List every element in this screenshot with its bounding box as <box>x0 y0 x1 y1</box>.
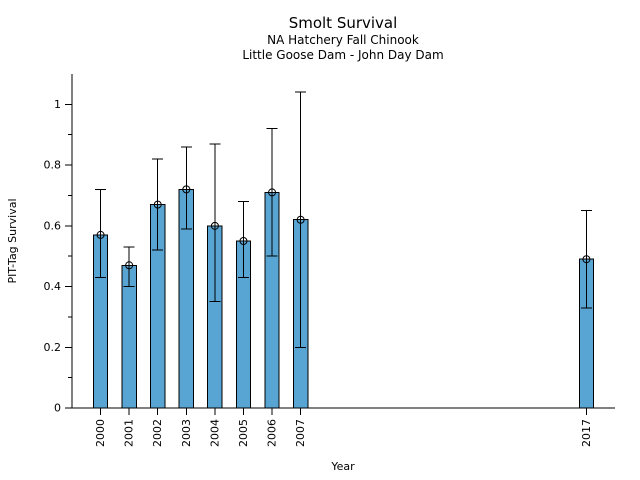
x-tick-label: 2006 <box>266 419 279 447</box>
bar-marker <box>125 261 134 270</box>
x-tick-label: 2003 <box>180 419 193 447</box>
x-tick-label: 2005 <box>237 419 250 447</box>
x-tick-label: 2007 <box>294 419 307 447</box>
y-tick-label: 0.8 <box>44 159 62 172</box>
bar-marker <box>268 188 277 197</box>
x-axis-label: Year <box>330 460 355 473</box>
bar-marker <box>239 237 248 245</box>
y-tick-label: 1 <box>54 98 61 111</box>
chart-subtitle-stock: NA Hatchery Fall Chinook <box>267 33 419 47</box>
x-tick-label: 2002 <box>151 419 164 447</box>
bar-marker <box>210 221 219 230</box>
y-tick-label: 0.6 <box>44 219 62 232</box>
chart-subtitle-reach: Little Goose Dam - John Day Dam <box>242 48 443 62</box>
y-tick-label: 0.4 <box>44 280 62 293</box>
bar-marker <box>153 200 162 209</box>
chart-title: Smolt Survival <box>289 14 398 32</box>
bar-marker <box>96 230 105 239</box>
x-tick-label: 2000 <box>94 419 107 447</box>
y-axis-label: PIT-Tag Survival <box>6 198 19 283</box>
chart-layer: 0 0.2 0.4 0.6 0.8 1 2000 2001 2002 2003 2004 2005 20… <box>44 74 615 447</box>
x-tick-label: 2001 <box>123 419 136 447</box>
y-tick-label: 0.2 <box>44 341 62 354</box>
x-tick-label: 2004 <box>208 419 221 447</box>
bar-marker <box>582 255 591 264</box>
x-tick-label: 2017 <box>580 419 593 447</box>
bar-marker <box>296 215 305 224</box>
y-tick-label: 0 <box>54 402 61 415</box>
bar-marker <box>182 185 191 194</box>
